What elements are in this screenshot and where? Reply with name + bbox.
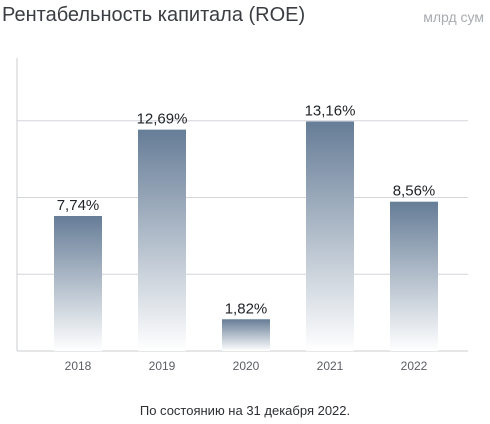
bar-2021 xyxy=(306,121,354,351)
value-label-2021: 13,16% xyxy=(305,102,356,119)
date-caption: По состоянию на 31 декабря 2022. xyxy=(139,403,351,418)
x-tick-label-2018: 2018 xyxy=(65,359,92,373)
value-label-2018: 7,74% xyxy=(57,197,100,214)
x-tick-label-2021: 2021 xyxy=(317,359,344,373)
value-label-2022: 8,56% xyxy=(393,183,436,200)
value-label-2019: 12,69% xyxy=(137,111,188,128)
unit-label: млрд сум xyxy=(423,9,484,25)
bar-2022 xyxy=(390,201,438,351)
x-tick-label-2020: 2020 xyxy=(233,359,260,373)
bar-2018 xyxy=(54,215,102,351)
bar-chart: 7,74% 2018 12,69% 2019 1,82% 2020 13,16% 2021 8,… xyxy=(16,58,468,373)
x-tick-label-2022: 2022 xyxy=(401,359,428,373)
bar-2020 xyxy=(222,319,270,351)
chart-title: Рентабельность капитала (ROE) xyxy=(2,4,306,26)
value-label-2020: 1,82% xyxy=(225,300,268,317)
x-tick-label-2019: 2019 xyxy=(149,359,176,373)
bar-2019 xyxy=(138,129,186,351)
